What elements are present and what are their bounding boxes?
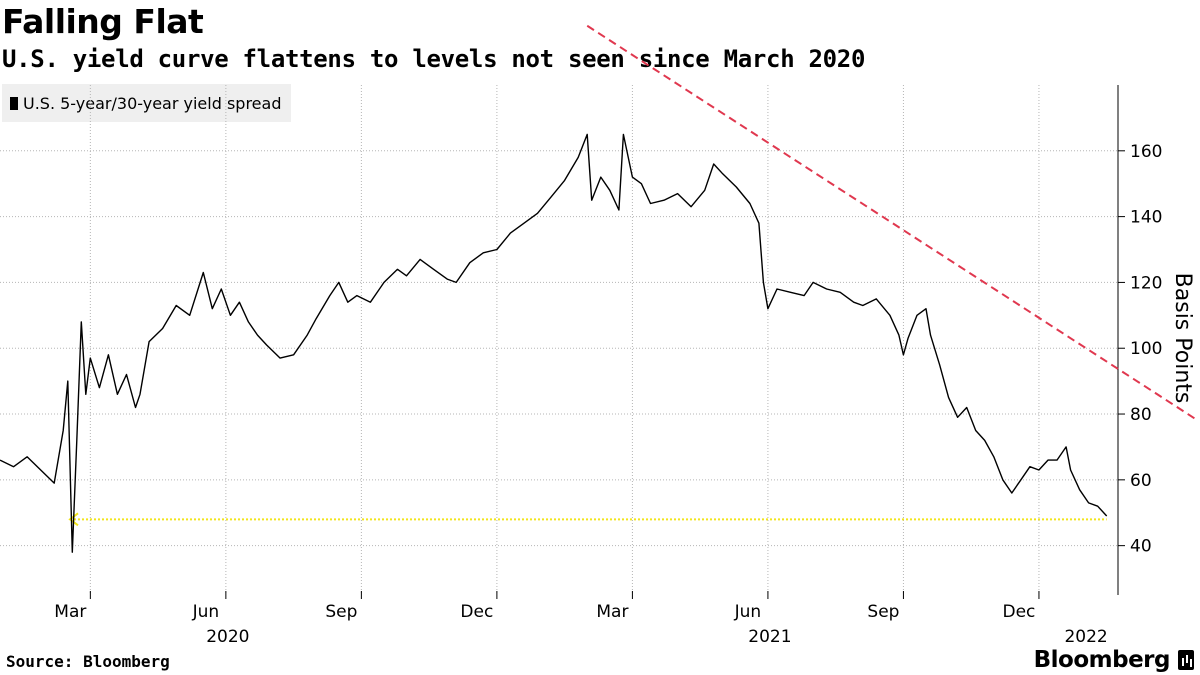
- legend-swatch: [10, 96, 18, 110]
- y-axis-label: Basis Points: [1170, 273, 1195, 404]
- x-tick-label: Dec: [460, 602, 493, 622]
- y-tick-label: 160: [1130, 142, 1162, 162]
- x-tick-label: Jun: [192, 602, 220, 622]
- x-tick-label: Jun: [734, 602, 762, 622]
- level-arrowhead: [68, 512, 79, 527]
- x-tick-label: Dec: [1002, 602, 1035, 622]
- x-tick-label: Sep: [867, 602, 899, 622]
- brand-chart-icon: [1178, 650, 1194, 670]
- y-tick-label: 40: [1130, 537, 1152, 557]
- legend-label: U.S. 5-year/30-year yield spread: [23, 93, 282, 113]
- year-label: 2020: [206, 627, 249, 647]
- y-tick-label: 100: [1130, 339, 1162, 359]
- x-tick-label: Mar: [596, 602, 628, 622]
- y-tick-label: 60: [1130, 471, 1152, 491]
- year-label: 2022: [1064, 627, 1107, 647]
- year-label: 2021: [748, 627, 791, 647]
- chart-title: Falling Flat: [2, 2, 204, 41]
- x-tick-label: Mar: [54, 602, 86, 622]
- y-tick-label: 80: [1130, 405, 1152, 425]
- chart-subtitle: U.S. yield curve flattens to levels not …: [2, 45, 866, 73]
- source-note: Source: Bloomberg: [6, 652, 170, 671]
- series-line: [0, 133, 1108, 553]
- x-tick-label: Sep: [325, 602, 357, 622]
- y-tick-label: 120: [1130, 273, 1162, 293]
- trend-line: [586, 24, 1199, 422]
- y-tick-label: 140: [1130, 208, 1162, 228]
- legend: U.S. 5-year/30-year yield spread: [2, 84, 292, 122]
- brand-logo: Bloomberg: [1033, 647, 1171, 673]
